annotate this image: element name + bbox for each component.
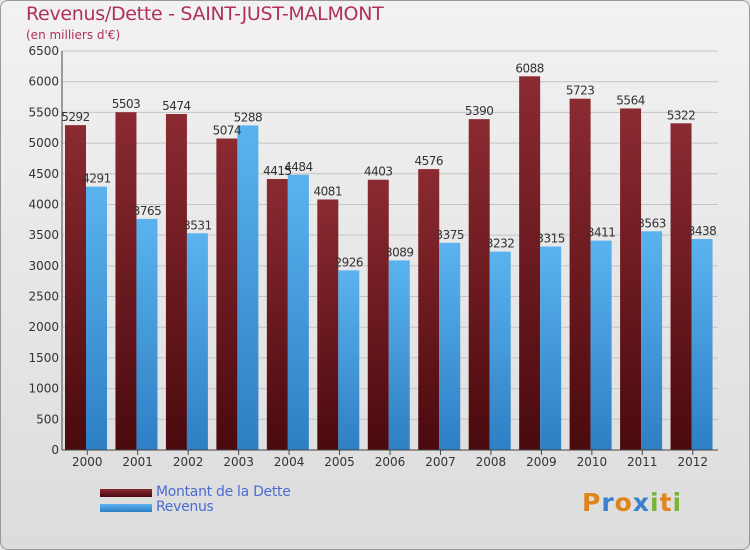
x-tick-label: 2011 [627, 455, 658, 469]
data-label-revenus: 3089 [385, 245, 414, 259]
y-tick-label: 6000 [28, 75, 59, 89]
bar-dette [670, 123, 692, 451]
chart-subtitle: (en milliers d'€) [26, 28, 121, 42]
y-tick-label: 3000 [28, 259, 59, 273]
data-label-dette: 6088 [515, 61, 544, 75]
logo-letter: o [614, 488, 633, 517]
data-label-dette: 5503 [112, 97, 141, 111]
bar-revenus [439, 242, 461, 450]
x-tick-label: 2002 [173, 455, 204, 469]
data-label-dette: 4415 [263, 164, 292, 178]
bar-dette [519, 76, 541, 450]
x-tick-label: 2008 [476, 455, 507, 469]
legend-label-dette: Montant de la Dette [156, 484, 291, 500]
bar-dette [266, 178, 288, 450]
data-label-revenus: 4291 [82, 172, 111, 186]
data-label-dette: 5074 [213, 124, 242, 138]
x-tick-label: 2001 [122, 455, 153, 469]
data-label-revenus: 3438 [688, 224, 717, 238]
data-label-dette: 5322 [667, 108, 696, 122]
data-label-dette: 5564 [616, 93, 645, 107]
y-tick-label: 2000 [28, 320, 59, 334]
bar-revenus [691, 238, 713, 450]
data-label-revenus: 2926 [335, 255, 364, 269]
bar-dette [165, 113, 187, 450]
y-tick-label: 2500 [28, 290, 59, 304]
logo-letter: i [650, 488, 660, 517]
x-tick-label: 2006 [375, 455, 406, 469]
data-label-dette: 4576 [414, 154, 443, 168]
data-label-revenus: 3232 [486, 237, 515, 251]
data-label-revenus: 3375 [435, 228, 464, 242]
bar-revenus [338, 270, 360, 450]
data-label-revenus: 3765 [133, 204, 162, 218]
x-tick-label: 2007 [425, 455, 456, 469]
data-label-revenus: 4484 [284, 160, 313, 174]
data-label-revenus: 3563 [637, 216, 666, 230]
bar-dette [418, 169, 440, 450]
bar-revenus [489, 251, 511, 450]
bar-revenus [590, 240, 612, 450]
data-label-dette: 4081 [314, 184, 343, 198]
logo-letter: t [659, 488, 673, 517]
logo-letter: i [672, 488, 683, 517]
x-tick-label: 2010 [577, 455, 608, 469]
bar-revenus [540, 246, 562, 450]
x-tick-label: 2004 [274, 455, 305, 469]
bar-dette [65, 125, 86, 450]
bar-revenus [186, 233, 208, 450]
x-tick-label: 2003 [223, 455, 254, 469]
x-tick-label: 2009 [526, 455, 557, 469]
data-label-dette: 5723 [566, 84, 595, 98]
logo-letter: P [582, 488, 602, 517]
axis-layer: 0 500 1000 1500 2000 2500 3000 3500 4000 4500 5000… [28, 44, 718, 469]
bar-dette [317, 199, 339, 450]
data-label-revenus: 5288 [234, 110, 263, 124]
bar-dette [620, 108, 642, 451]
bar-dette [216, 138, 238, 450]
y-tick-label: 3500 [28, 228, 59, 242]
bar-dette [569, 98, 591, 450]
logo-letter: r [601, 488, 615, 517]
data-label-revenus: 3531 [183, 218, 212, 232]
data-label-dette: 5390 [465, 104, 494, 118]
y-tick-label: 5500 [28, 105, 59, 119]
bar-revenus [388, 260, 410, 450]
y-tick-label: 0 [51, 443, 59, 457]
chart-title: Revenus/Dette - SAINT-JUST-MALMONT [26, 3, 384, 25]
data-label-dette: 5292 [61, 110, 90, 124]
y-tick-label: 4000 [28, 197, 59, 211]
x-tick-label: 2012 [677, 455, 708, 469]
y-tick-label: 5000 [28, 136, 59, 150]
y-tick-label: 1500 [28, 351, 59, 365]
bar-revenus [287, 174, 309, 450]
y-tick-label: 500 [36, 412, 59, 426]
bar-revenus [136, 218, 158, 450]
bar-revenus [237, 125, 259, 450]
logo-letter: x [632, 488, 650, 517]
bar-dette [468, 119, 490, 450]
bar-revenus [86, 186, 107, 450]
data-label-revenus: 3315 [536, 232, 565, 246]
bars-layer [65, 76, 713, 451]
data-label-revenus: 3411 [587, 226, 616, 240]
bar-dette [367, 179, 389, 450]
bar-dette [115, 112, 137, 450]
y-tick-label: 1000 [28, 382, 59, 396]
data-label-dette: 4403 [364, 165, 393, 179]
proxiti-logo: Proxiti [582, 488, 682, 517]
legend-label-revenus: Revenus [156, 499, 214, 515]
y-tick-label: 6500 [28, 44, 59, 58]
x-tick-label: 2005 [324, 455, 355, 469]
x-tick-label: 2000 [72, 455, 103, 469]
bar-revenus [641, 231, 663, 450]
legend-swatch-revenus [100, 504, 152, 512]
data-label-dette: 5474 [162, 99, 191, 113]
legend-swatch-dette [100, 489, 152, 497]
y-tick-label: 4500 [28, 167, 59, 181]
